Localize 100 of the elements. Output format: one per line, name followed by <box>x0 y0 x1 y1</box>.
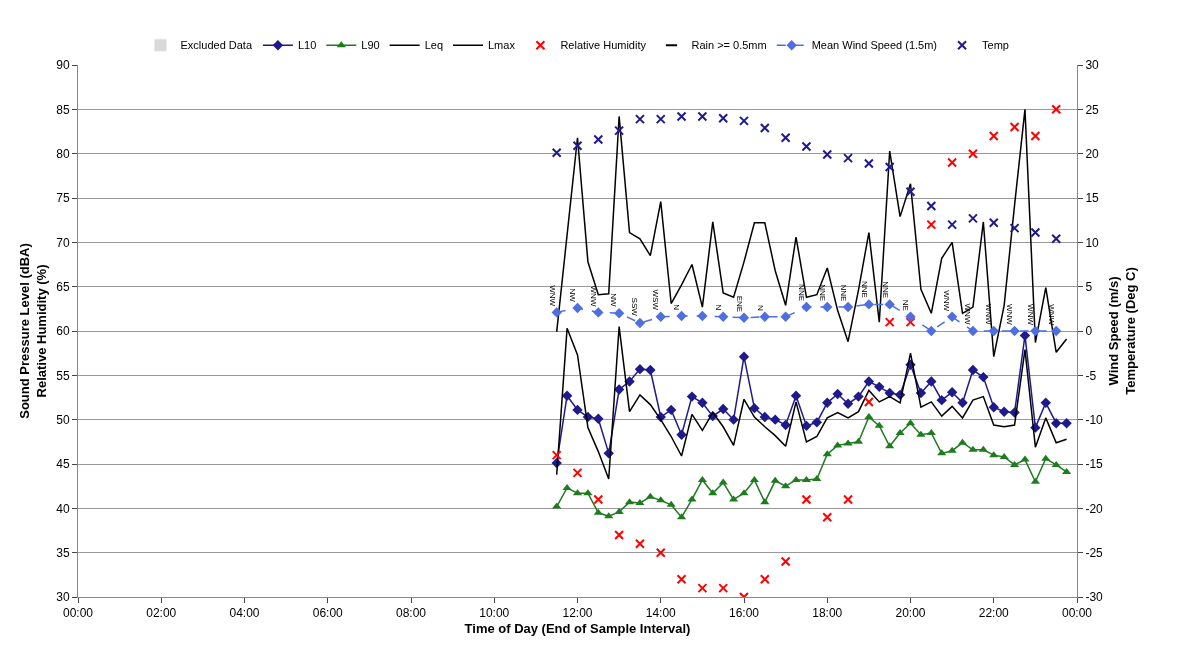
data-label: WNW <box>589 285 599 307</box>
point <box>728 414 739 425</box>
point <box>801 301 812 313</box>
data-label: NNE <box>880 281 890 299</box>
x-tick-label: 16:00 <box>728 606 760 621</box>
point <box>947 219 958 230</box>
point <box>552 502 562 509</box>
point <box>790 390 802 401</box>
y2-tick-label: -5 <box>1085 368 1097 383</box>
legend-label: Leq <box>424 39 443 52</box>
point <box>770 476 780 483</box>
point <box>614 529 625 540</box>
point <box>843 494 854 505</box>
data-label: NNE <box>838 284 848 302</box>
point <box>718 478 728 485</box>
point <box>842 398 854 409</box>
point <box>843 439 853 446</box>
y2-tick-label: 20 <box>1085 146 1100 161</box>
point <box>926 325 937 337</box>
point <box>1009 122 1020 133</box>
point <box>905 311 916 323</box>
legend-label: Relative Humidity <box>560 39 647 52</box>
point <box>863 299 875 310</box>
point <box>697 310 708 322</box>
legend-label: L90 <box>361 39 380 52</box>
point <box>843 153 854 164</box>
y-tick-label: 40 <box>56 501 70 516</box>
data-label: N <box>714 304 723 311</box>
point <box>874 421 884 428</box>
point <box>634 317 646 329</box>
point <box>967 148 978 159</box>
point <box>1040 397 1051 409</box>
point <box>863 396 874 407</box>
y2-tick-label: 10 <box>1085 235 1100 250</box>
point <box>863 158 874 169</box>
point <box>988 402 999 413</box>
y2-tick-label: -15 <box>1085 457 1104 472</box>
point <box>593 134 604 145</box>
point <box>967 325 979 337</box>
point <box>947 446 957 453</box>
x-tick-label: 18:00 <box>812 606 843 621</box>
point <box>946 311 958 323</box>
point <box>1020 455 1030 462</box>
line-series <box>555 108 1068 358</box>
point <box>624 376 635 387</box>
point <box>551 450 562 461</box>
data-label: WNW <box>1005 303 1015 326</box>
data-label: WSW <box>651 289 661 311</box>
point <box>635 499 645 506</box>
point <box>801 141 812 152</box>
point <box>655 114 666 125</box>
point <box>978 445 988 452</box>
point <box>884 161 895 172</box>
point <box>842 301 854 313</box>
point <box>760 498 770 505</box>
y2-tick-label: 15 <box>1085 191 1100 206</box>
point <box>655 311 666 323</box>
point <box>613 308 625 319</box>
point <box>593 413 604 424</box>
point <box>551 307 562 318</box>
y-axis-title: Sound Pressure Level (dBA) Relative Humidity (%) <box>17 243 50 419</box>
point <box>780 311 791 323</box>
x-tick-label: 04:00 <box>229 606 260 621</box>
y2-axis-title: Wind Speed (m/s) Temperature (Deg C) <box>1105 267 1138 395</box>
point <box>801 494 812 505</box>
point <box>905 186 916 197</box>
point <box>1051 104 1062 115</box>
point <box>655 547 666 558</box>
point <box>676 574 687 585</box>
point <box>717 403 729 415</box>
point <box>998 406 1010 417</box>
point <box>989 451 999 458</box>
data-label: WNW <box>547 285 557 307</box>
point <box>593 508 603 515</box>
point <box>926 428 936 435</box>
point <box>895 428 905 435</box>
point <box>832 388 843 400</box>
y-tick-label: 60 <box>56 324 70 339</box>
data-label: NNE <box>797 284 806 302</box>
point <box>593 307 604 318</box>
x-tick-label: 12:00 <box>562 606 593 621</box>
point <box>811 417 823 428</box>
data-label: WNW <box>942 290 952 312</box>
point <box>988 217 999 228</box>
x-tick-label: 02:00 <box>146 606 177 621</box>
point <box>717 311 729 323</box>
x-tick-label: 06:00 <box>312 606 344 621</box>
point <box>572 467 583 478</box>
y-tick-label: 65 <box>56 279 70 294</box>
point <box>718 113 729 124</box>
point <box>1030 130 1041 141</box>
x-tick-label: 22:00 <box>978 606 1010 621</box>
y2-tick-label: 30 <box>1085 58 1100 73</box>
point <box>614 507 624 514</box>
y-tick-label: 85 <box>56 102 70 117</box>
point <box>572 404 583 416</box>
point <box>822 512 833 523</box>
y2-tick-label: 25 <box>1085 102 1100 117</box>
point <box>822 149 833 160</box>
point <box>1030 325 1041 337</box>
